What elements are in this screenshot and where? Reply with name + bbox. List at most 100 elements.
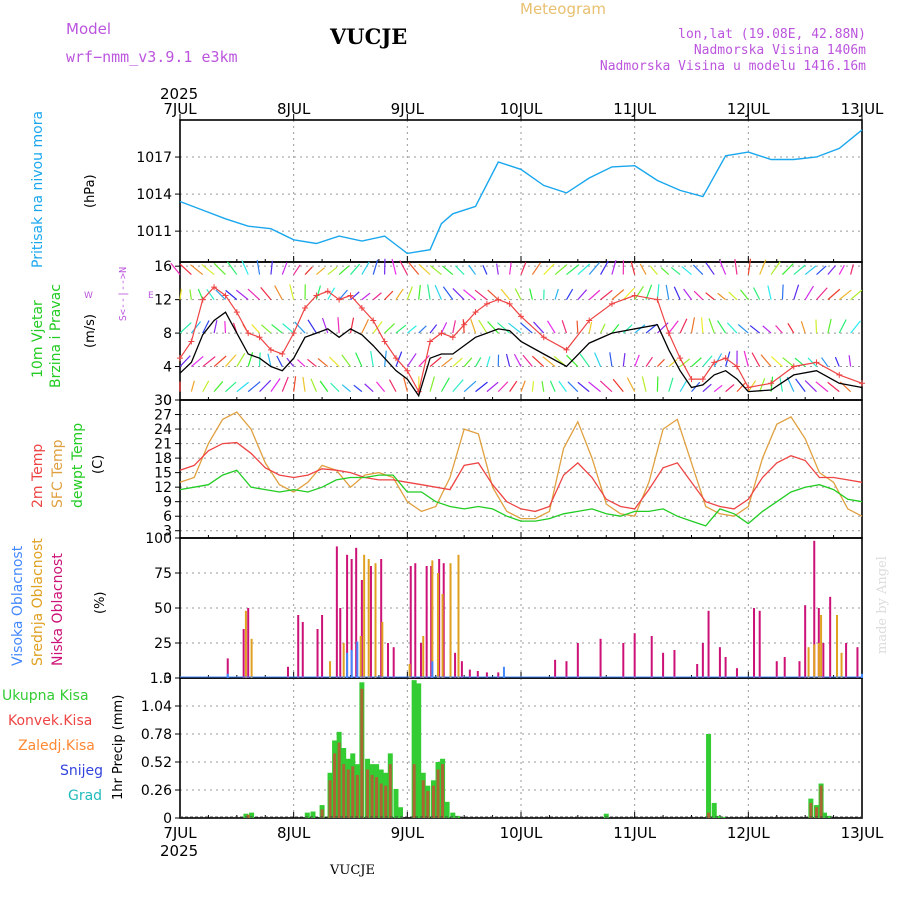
y-tick-label: 3 (163, 524, 172, 540)
wind-vector (372, 292, 382, 301)
wind-vector (321, 317, 329, 334)
wind-vector (452, 320, 456, 334)
gust-marker (711, 359, 718, 366)
gust-line (179, 286, 863, 394)
wind-vector (542, 356, 556, 368)
wind-vector (827, 318, 832, 334)
wind-vector (838, 264, 845, 275)
wind-vector (645, 356, 653, 367)
low-cloud-bar (297, 615, 300, 678)
wind-vector (558, 380, 567, 392)
low-cloud-bar (701, 643, 704, 678)
wind-vector (522, 354, 533, 367)
low-cloud-bar (438, 559, 441, 678)
wind-vector (630, 261, 636, 275)
legend-frozen-precip: Zaledj.Kisa (18, 738, 95, 754)
wind-vector (767, 285, 772, 300)
wind-vector (708, 318, 715, 334)
y-tick-label: 16 (154, 259, 172, 275)
gust-marker (370, 317, 377, 324)
conv-precip-bar (333, 753, 337, 818)
conv-precip-bar (360, 688, 364, 818)
y-tick-label: 6 (163, 509, 172, 525)
wind-vector (848, 355, 852, 367)
mid-cloud-bar (437, 573, 440, 678)
model-label: Model (66, 20, 111, 38)
gust-marker (267, 346, 274, 353)
low-cloud-bar (497, 672, 500, 678)
wind-vector (452, 288, 465, 301)
low-cloud-bar (286, 666, 289, 678)
gust-marker (199, 296, 206, 303)
total-precip-bar (249, 812, 255, 818)
y-tick-label: 12 (154, 480, 172, 496)
wind-vector (690, 317, 696, 334)
wind-vector (770, 356, 783, 367)
mid-cloud-bar (817, 643, 820, 678)
low-cloud-bar (346, 554, 349, 678)
low-cloud-bar (798, 661, 801, 678)
conv-precip-bar (320, 809, 324, 818)
wind-title-line1: 10m Vjetar (30, 300, 46, 378)
wind-vector (782, 263, 794, 275)
wind-unit: (m/s) (83, 314, 98, 348)
wind-vector (728, 291, 738, 301)
wind-vector (478, 319, 488, 334)
wind-vector (514, 288, 522, 300)
wind-vector (274, 285, 283, 300)
low-cloud-bar (454, 652, 457, 678)
temp2m-label: 2m Temp (30, 444, 46, 508)
wind-vector (486, 381, 499, 393)
conv-precip-bar (412, 764, 416, 818)
mid-cloud-bar (449, 563, 452, 678)
wind-vector (588, 321, 593, 334)
gust-marker (313, 292, 320, 299)
wind-vector (307, 319, 317, 334)
gust-marker (733, 363, 740, 370)
day-label-top: 8JUL (277, 100, 311, 118)
wind-vector (225, 381, 237, 393)
wind-vector (403, 377, 408, 392)
gust-marker (427, 338, 434, 345)
wind-vector (271, 324, 283, 334)
low-cloud-bar (845, 643, 848, 678)
low-cloud-bar (804, 605, 807, 678)
wind-vector (673, 286, 681, 300)
wind-vector (834, 356, 840, 367)
day-label-top: 10JUL (500, 100, 543, 118)
conv-precip-bar (809, 802, 813, 818)
wind-vector (594, 352, 602, 367)
conv-precip-bar (328, 780, 332, 818)
low-cloud-bar (419, 643, 422, 678)
gust-marker (438, 330, 445, 337)
wind-vector (267, 353, 272, 367)
low-cloud-bar (599, 638, 602, 678)
wind-vector (807, 357, 817, 367)
wind-vector (440, 322, 448, 334)
meteogram-label: Meteogram (520, 0, 606, 18)
wind-vector (679, 358, 691, 368)
total-precip-bar (310, 811, 316, 818)
conv-precip-bar (337, 742, 341, 818)
low-cloud-bar (360, 580, 363, 678)
conv-precip-bar (246, 814, 250, 818)
conv-precip-bar (388, 764, 392, 818)
wind-vector (297, 359, 306, 367)
day-label-top: 12JUL (727, 100, 770, 118)
wind-vector (634, 324, 646, 334)
gust-marker (290, 330, 297, 337)
conv-precip-bar (366, 769, 370, 818)
wind-vector (850, 289, 863, 301)
wind-vector (725, 384, 735, 393)
compass-arrow: S<--|-->N (118, 267, 129, 321)
gust-marker (654, 296, 661, 303)
wind-vector (190, 380, 195, 392)
wind-vector (588, 381, 601, 393)
total-precip-bar (416, 683, 422, 818)
total-precip-bar (411, 680, 417, 818)
low-cloud-bar (822, 643, 825, 678)
y-tick-label: 50 (154, 601, 172, 617)
compass-axis: S<--|-->N (118, 267, 129, 321)
y-tick-label: 15 (154, 466, 172, 482)
wind-vector (749, 325, 761, 334)
